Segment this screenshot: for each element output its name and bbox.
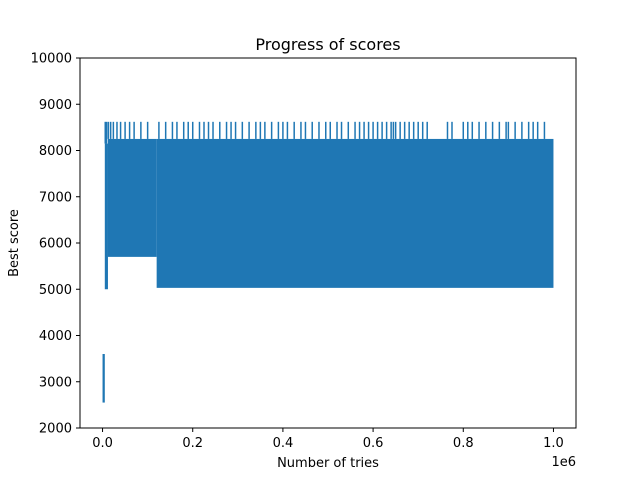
y-tick-label: 10000 [31, 52, 72, 67]
x-tick-label: 0.2 [182, 436, 203, 451]
series-line [102, 121, 554, 403]
y-tick-label: 8000 [39, 144, 72, 159]
y-axis-ticks: 2000 3000 4000 5000 6000 7000 8000 9000 10000 [31, 52, 80, 437]
series-band [104, 143, 108, 290]
y-tick-label: 2000 [39, 422, 72, 437]
x-tick-label: 1.0 [543, 436, 564, 451]
series-band [156, 138, 554, 288]
y-tick-label: 3000 [39, 375, 72, 390]
x-axis-offset-label: 1e6 [551, 455, 576, 470]
series-band [107, 138, 157, 257]
x-tick-label: 0.6 [363, 436, 384, 451]
chart-title: Progress of scores [255, 35, 400, 54]
series-band [102, 354, 105, 403]
y-tick-label: 4000 [39, 329, 72, 344]
series-layer [102, 121, 554, 403]
x-tick-label: 0.8 [453, 436, 474, 451]
x-axis-ticks: 0.0 0.2 0.4 0.6 0.8 1.0 [92, 428, 564, 451]
y-tick-label: 6000 [39, 237, 72, 252]
y-axis-label: Best score [7, 209, 22, 277]
x-axis-label: Number of tries [277, 456, 379, 471]
y-tick-label: 9000 [39, 98, 72, 113]
y-tick-label: 5000 [39, 283, 72, 298]
y-tick-label: 7000 [39, 190, 72, 205]
x-tick-label: 0.4 [273, 436, 294, 451]
x-tick-label: 0.0 [92, 436, 113, 451]
